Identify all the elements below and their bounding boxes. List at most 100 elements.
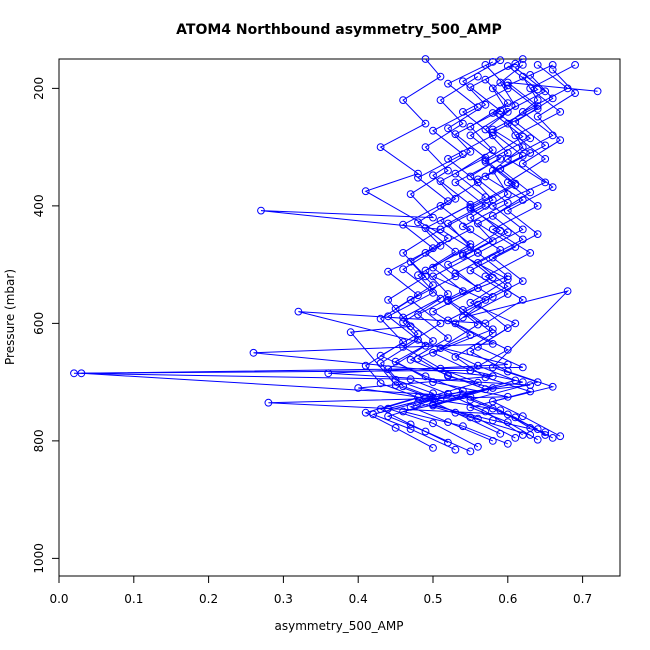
data-point-8-12 xyxy=(429,213,437,222)
data-point-11-9 xyxy=(488,253,497,262)
data-point-13-0 xyxy=(526,424,535,432)
data-point-7-8 xyxy=(466,266,475,275)
data-point-16-4 xyxy=(481,373,490,382)
data-point-1-17 xyxy=(518,72,527,81)
data-point-2-12 xyxy=(488,196,497,204)
x-axis: 0.0 0.1 0.2 0.3 0.4 0.5 0.6 0.7 xyxy=(49,575,592,606)
data-point-5-7 xyxy=(488,293,497,301)
data-point-8-1 xyxy=(406,425,415,434)
data-point-16-17 xyxy=(526,71,535,79)
data-point-1-1 xyxy=(488,416,497,425)
y-tick-label-1: 400 xyxy=(32,194,46,217)
data-point-5-9 xyxy=(496,246,505,254)
data-point-3-6 xyxy=(466,366,475,375)
data-point-17-3 xyxy=(429,389,437,398)
data-point-16-14 xyxy=(541,141,550,150)
data-point-11-6 xyxy=(503,324,512,333)
chart-title: ATOM4 Northbound asymmetry_500_AMP xyxy=(176,22,502,38)
data-point-11-7 xyxy=(474,300,482,309)
data-point-12-17 xyxy=(444,79,452,88)
data-point-16-0 xyxy=(533,435,542,444)
data-point-2-2 xyxy=(264,398,273,407)
data-point-6-6 xyxy=(294,307,303,316)
series-points xyxy=(70,55,602,456)
series-line-14 xyxy=(386,63,516,452)
data-point-13-17 xyxy=(503,62,512,70)
data-point-16-12 xyxy=(526,188,535,197)
data-point-16-6 xyxy=(488,329,497,338)
data-point-4-0 xyxy=(503,439,512,448)
data-point-10-18 xyxy=(518,55,527,63)
data-point-9-2 xyxy=(406,402,415,411)
data-point-14-12 xyxy=(466,200,475,209)
data-point-8-4 xyxy=(391,381,400,390)
data-point-9-10 xyxy=(444,234,452,243)
series-line-5 xyxy=(253,64,553,430)
data-point-14-6 xyxy=(421,341,430,350)
data-point-7-9 xyxy=(511,243,520,251)
data-point-4-15 xyxy=(526,134,535,143)
data-point-16-3 xyxy=(526,387,535,396)
data-point-0-10 xyxy=(518,225,527,234)
data-point-17-4 xyxy=(391,375,400,384)
data-point-9-9 xyxy=(406,257,415,266)
data-point-17-9 xyxy=(399,265,408,274)
data-point-8-9 xyxy=(399,249,408,257)
data-point-16-9 xyxy=(474,259,482,267)
data-point-7-3 xyxy=(533,378,542,387)
data-point-3-5 xyxy=(70,369,78,378)
data-point-0-6 xyxy=(488,325,497,334)
data-point-6-15 xyxy=(511,131,520,140)
y-axis: 200 400 600 800 1000 xyxy=(32,77,60,574)
data-point-7-7 xyxy=(503,290,512,298)
data-point-6-1 xyxy=(481,407,490,416)
data-point-5-16 xyxy=(503,81,512,90)
data-point-11-5 xyxy=(466,347,475,356)
series-line-17 xyxy=(379,59,501,444)
data-point-13-3 xyxy=(511,376,520,385)
x-tick-label-1: 0.1 xyxy=(124,592,143,606)
data-point-17-5 xyxy=(376,359,385,368)
data-point-0-5 xyxy=(429,348,437,357)
data-point-4-5 xyxy=(518,363,527,372)
plot-frame xyxy=(58,58,621,577)
data-point-9-11 xyxy=(361,187,370,196)
data-point-6-9 xyxy=(481,272,490,281)
data-point-10-9 xyxy=(429,263,437,272)
data-point-17-15 xyxy=(444,124,452,133)
data-point-5-3 xyxy=(488,372,497,381)
data-point-12-1 xyxy=(391,424,400,432)
series-line-6 xyxy=(298,64,576,436)
data-point-8-11 xyxy=(257,206,265,215)
data-point-15-1 xyxy=(451,408,460,417)
data-point-9-7 xyxy=(391,304,400,313)
x-tick-label-2: 0.2 xyxy=(199,592,218,606)
data-point-1-10 xyxy=(488,237,497,246)
data-point-17-11 xyxy=(414,218,422,227)
data-point-12-9 xyxy=(384,267,393,276)
data-point-8-10 xyxy=(436,225,445,234)
data-point-11-14 xyxy=(556,136,565,145)
data-point-17-2 xyxy=(376,405,385,414)
data-point-12-3 xyxy=(414,393,422,402)
data-point-10-2 xyxy=(429,400,437,409)
data-point-1-14 xyxy=(518,143,527,152)
data-point-3-17 xyxy=(503,108,512,116)
data-point-15-6 xyxy=(436,319,445,328)
data-point-11-2 xyxy=(488,397,497,406)
data-point-12-13 xyxy=(414,173,422,182)
data-point-15-12 xyxy=(474,178,482,187)
data-point-8-7 xyxy=(384,296,393,304)
data-point-15-13 xyxy=(444,155,452,163)
data-point-11-10 xyxy=(533,230,542,239)
data-point-12-18 xyxy=(488,58,497,66)
data-point-16-7 xyxy=(459,306,467,314)
data-point-2-14 xyxy=(503,149,512,157)
data-point-8-16 xyxy=(459,119,467,128)
data-point-15-5 xyxy=(399,343,408,351)
data-point-8-18 xyxy=(474,72,482,81)
data-point-10-8 xyxy=(459,287,467,296)
data-point-14-0 xyxy=(466,447,475,456)
data-point-13-2 xyxy=(459,391,467,400)
data-point-2-7 xyxy=(399,313,408,322)
